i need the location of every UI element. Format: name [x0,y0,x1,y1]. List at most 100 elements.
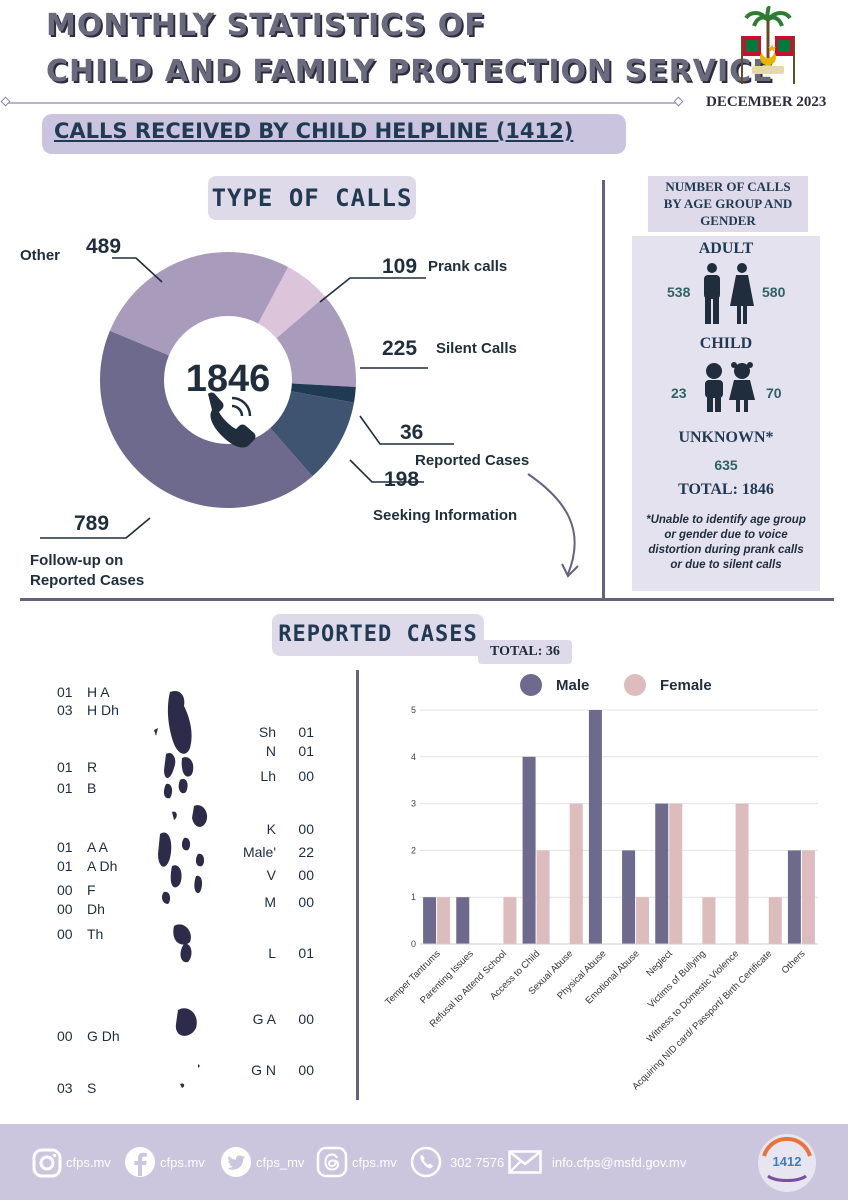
child-helpline-logo-icon [758,1134,816,1192]
header-rule [8,102,678,104]
atoll-left-row: 00 Dh [57,901,105,917]
bar-female [503,897,517,944]
atoll-left-row: 01 B [57,780,96,796]
atoll-right-row: V 00 [222,867,314,883]
unknown-label: UNKNOWN* [678,429,774,446]
atoll-count: 03 [57,702,73,718]
donut-leader-lines [40,257,579,578]
atoll-right-row: L 01 [222,945,314,961]
atoll-count: 00 [298,1011,314,1027]
phone-number[interactable]: 302 7576 [450,1155,505,1170]
x-tick-label: Temper Tantrums [383,948,443,1008]
atoll-name: Male' [242,844,276,860]
atoll-right-row: Lh 00 [222,768,314,784]
value-reported-cases: 36 [400,421,424,444]
atoll-name: Lh [260,768,276,784]
bar-female [768,897,782,944]
bar-female [569,803,583,944]
value-silent-calls: 225 [382,337,418,360]
label-prank-calls: Prank calls [428,258,508,275]
y-tick-label: 1 [411,892,416,902]
page-title-line2: CHILD AND FAMILY PROTECTION SERVICE [46,54,774,89]
email-icon[interactable] [508,1150,542,1174]
helpline-banner [42,114,626,154]
atoll-name: F [87,882,96,898]
bar-male [787,850,801,944]
atoll-count: 01 [298,945,314,961]
atoll-count: 00 [57,882,73,898]
child-male-count: 23 [671,385,687,401]
adult-female-count: 580 [762,284,786,300]
instagram-handle[interactable]: cfps.mv [66,1155,111,1170]
value-other: 489 [86,235,122,258]
bar-male [655,803,669,944]
atoll-name: M [264,894,276,910]
instagram-icon[interactable] [32,1148,62,1178]
atoll-right-row: Sh 01 [222,724,314,740]
age-group-heading-box [648,176,808,232]
section-divider-vertical [602,180,605,600]
report-date: DECEMBER 2023 [706,94,827,110]
atoll-count: 01 [57,858,73,874]
reported-cases-pill [272,614,484,656]
x-tick-label: Neglect [644,948,675,979]
type-of-calls-donut-chart [100,252,356,508]
age-note-line2: or gender due to voice [664,529,788,541]
atoll-left-row: 00 Th [57,926,103,942]
atoll-count: 00 [57,926,73,942]
atoll-name: K [266,821,276,837]
age-group-heading: NUMBER OF CALLS BY AGE GROUP AND GENDER [640,178,816,229]
phone-footer-icon[interactable] [410,1146,442,1178]
reported-divider-vertical [356,670,359,1100]
atoll-count: 01 [298,724,314,740]
threads-handle[interactable]: cfps.mv [352,1155,397,1170]
atoll-count: 22 [298,844,314,860]
child-figures-icon [705,362,755,412]
bar-female [437,897,451,944]
age-note-line4: or due to silent calls [670,559,782,571]
atoll-count: 01 [298,743,314,759]
bar-female [801,850,815,944]
rule-diamond-left [0,96,11,107]
atoll-left-row: 01 R [57,759,97,775]
maldives-map-icon [154,690,208,1088]
bar-male [522,756,536,944]
atoll-name: Dh [87,901,105,917]
atoll-name: B [87,780,97,796]
type-of-calls-heading: TYPE OF CALLS [211,184,413,212]
age-footnote: *Unable to identify age group or gender … [636,513,816,573]
atoll-left-row: 01 H A [57,684,110,700]
atoll-name: G Dh [87,1028,120,1044]
helpline-logo-number: 1412 [772,1154,802,1169]
bar-female [636,897,650,944]
twitter-handle[interactable]: cfps_mv [256,1155,305,1170]
atoll-name: A A [87,839,109,855]
atoll-left-row: 01 A Dh [57,858,117,874]
label-other: Other [20,247,61,264]
bar-male [456,897,470,944]
atoll-count: 01 [57,684,73,700]
atoll-count: 03 [57,1080,73,1096]
threads-icon[interactable] [316,1146,348,1178]
bar-female [702,897,716,944]
label-silent-calls: Silent Calls [436,340,517,357]
y-tick-label: 3 [411,799,416,809]
atoll-right-row: M 00 [222,894,314,910]
twitter-icon[interactable] [220,1146,252,1178]
bar-female [669,803,683,944]
reported-total-pill [478,640,572,664]
y-tick-label: 2 [411,845,416,855]
facebook-icon[interactable] [124,1146,156,1178]
y-tick-label: 5 [411,705,416,715]
adult-male-count: 538 [667,284,691,300]
y-tick-label: 0 [411,939,416,949]
atoll-name: V [266,867,276,883]
bar-male [423,897,437,944]
atoll-name: Th [87,926,104,942]
atoll-left-row: 00 F [57,882,96,898]
bar-male [622,850,636,944]
email-address[interactable]: info.cfps@msfd.gov.mv [552,1155,687,1170]
adult-label: ADULT [698,240,754,257]
facebook-handle[interactable]: cfps.mv [160,1155,205,1170]
